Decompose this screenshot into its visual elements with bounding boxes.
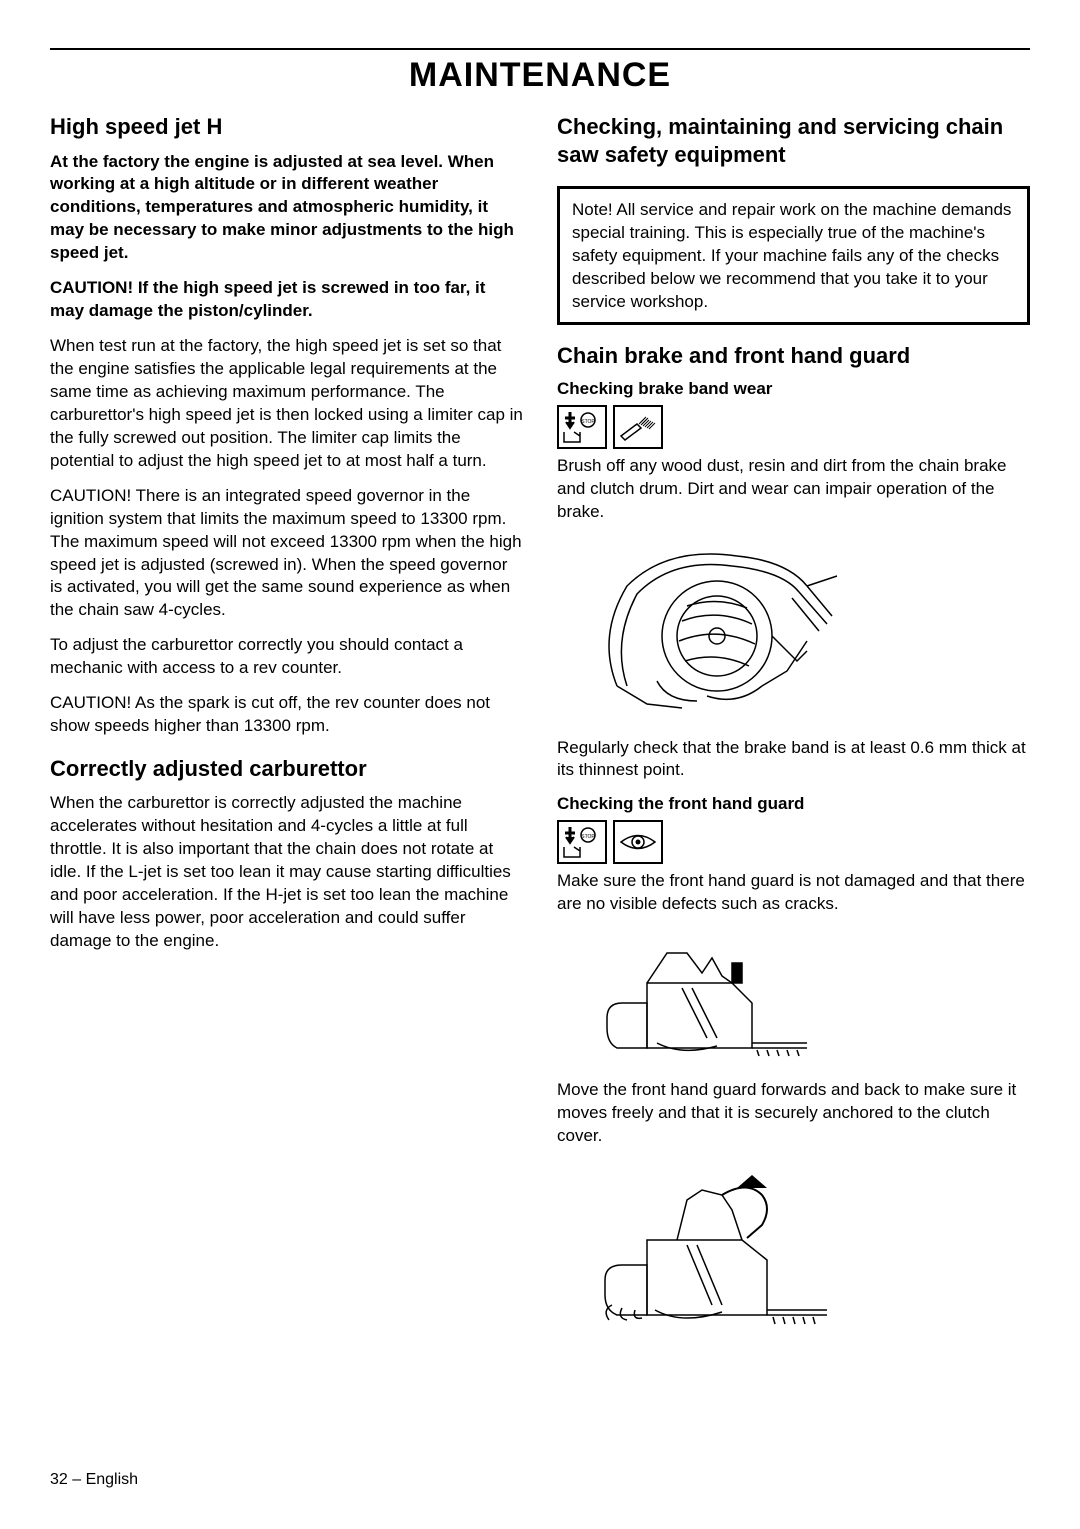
para-brake-thickness: Regularly check that the brake band is a… [557, 737, 1030, 783]
para-guard-damage: Make sure the front hand guard is not da… [557, 870, 1030, 916]
brush-icon [613, 405, 663, 449]
document-page: MAINTENANCE High speed jet H At the fact… [0, 0, 1080, 1529]
note-box: Note! All service and repair work on the… [557, 186, 1030, 325]
page-title: MAINTENANCE [50, 56, 1030, 95]
note-text: Note! All service and repair work on the… [572, 199, 1015, 314]
diagram-brake-band [587, 536, 1030, 731]
icon-row-stop-eye: STOP [557, 820, 1030, 864]
stop-switch-icon: STOP [557, 405, 607, 449]
left-column: High speed jet H At the factory the engi… [50, 107, 523, 1351]
heading-high-speed-jet: High speed jet H [50, 113, 523, 141]
content-columns: High speed jet H At the factory the engi… [50, 107, 1030, 1351]
heading-chain-brake: Chain brake and front hand guard [557, 343, 1030, 369]
para-factory-adjusted: At the factory the engine is adjusted at… [50, 151, 523, 266]
para-speed-governor: CAUTION! There is an integrated speed go… [50, 485, 523, 623]
icon-row-stop-brush: STOP [557, 405, 1030, 449]
stop-switch-icon: STOP [557, 820, 607, 864]
para-brush-off: Brush off any wood dust, resin and dirt … [557, 455, 1030, 524]
svg-text:STOP: STOP [581, 419, 595, 425]
para-caution-piston: CAUTION! If the high speed jet is screwe… [50, 277, 523, 323]
eye-icon [613, 820, 663, 864]
subheading-hand-guard: Checking the front hand guard [557, 794, 1030, 814]
para-guard-movement: Move the front hand guard forwards and b… [557, 1079, 1030, 1148]
diagram-hand-guard [587, 928, 1030, 1073]
diagram-guard-movement [587, 1160, 1030, 1345]
svg-text:STOP: STOP [581, 834, 595, 840]
horizontal-rule [50, 48, 1030, 50]
para-test-run: When test run at the factory, the high s… [50, 335, 523, 473]
subheading-brake-band: Checking brake band wear [557, 379, 1030, 399]
page-footer: 32 – English [50, 1471, 138, 1489]
right-column: Checking, maintaining and servicing chai… [557, 107, 1030, 1351]
para-adjust-carb: To adjust the carburettor correctly you … [50, 634, 523, 680]
para-correct-carb: When the carburettor is correctly adjust… [50, 792, 523, 953]
para-spark-cutoff: CAUTION! As the spark is cut off, the re… [50, 692, 523, 738]
heading-correct-carb: Correctly adjusted carburettor [50, 756, 523, 782]
heading-safety-equipment: Checking, maintaining and servicing chai… [557, 113, 1030, 168]
